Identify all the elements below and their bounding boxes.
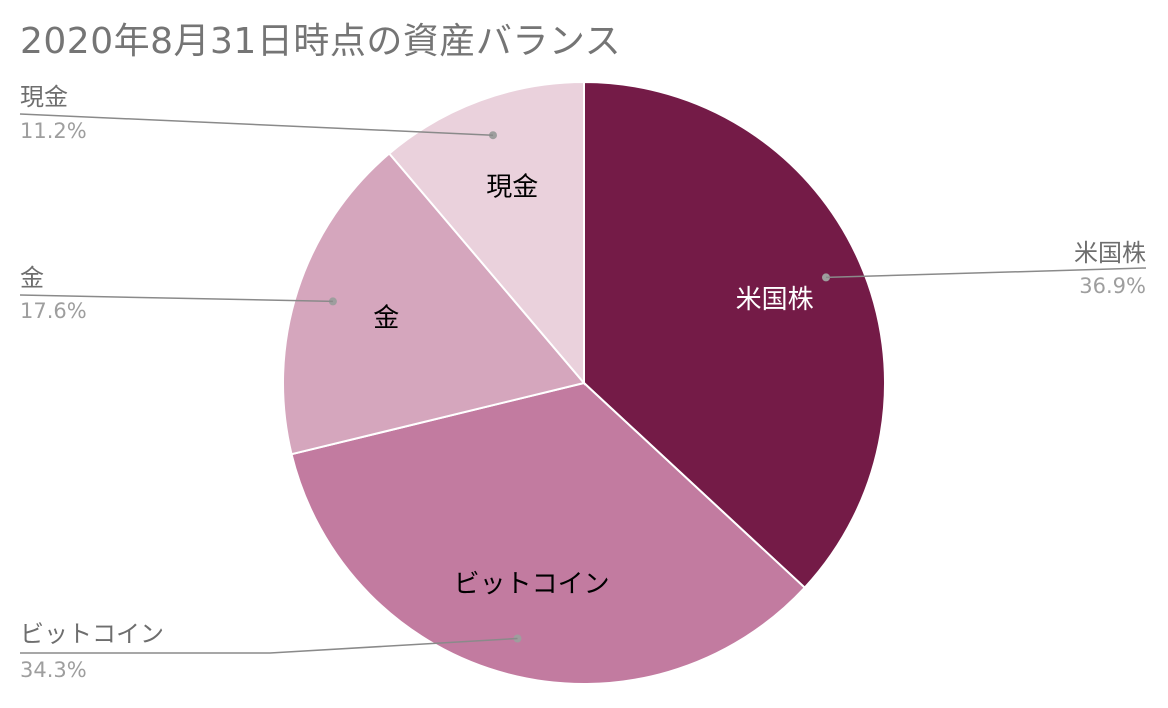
pie-slices — [282, 80, 886, 685]
slice-2-callout-percent: 34.3% — [20, 658, 87, 682]
slice-1-wedge — [583, 80, 886, 590]
slice-3-leader-line — [19, 294, 333, 303]
slice-3-callout-percent: 17.6% — [20, 299, 87, 323]
slice-3-inner-label: 金 — [373, 304, 399, 334]
slice-2-leader-line — [20, 637, 518, 654]
slice-4-leader-line — [19, 113, 494, 136]
chart-title: 2020年8月31日時点の資産バランス — [20, 21, 622, 62]
slice-1-callout-name: 米国株 — [1074, 239, 1146, 267]
pie-callouts: 米国株 36.9% ビットコイン 34.3% 金 17.6% 現金 11.2% — [19, 83, 1147, 682]
slice-2-callout-name: ビットコイン — [20, 620, 164, 648]
slice-2-inner-label: ビットコイン — [454, 569, 610, 599]
slice-4-callout-percent: 11.2% — [20, 119, 87, 143]
slice-2-wedge — [290, 381, 807, 685]
slice-4-wedge — [387, 80, 585, 386]
slice-3-callout-name: 金 — [20, 264, 44, 292]
slice-3-wedge — [282, 152, 586, 456]
slice-4-inner-label: 現金 — [486, 173, 538, 203]
slice-1-leader-line — [825, 267, 1147, 279]
slice-1-callout-percent: 36.9% — [1079, 274, 1146, 298]
slice-1-inner-label: 米国株 — [736, 285, 814, 315]
slice-4-callout-name: 現金 — [20, 83, 68, 111]
